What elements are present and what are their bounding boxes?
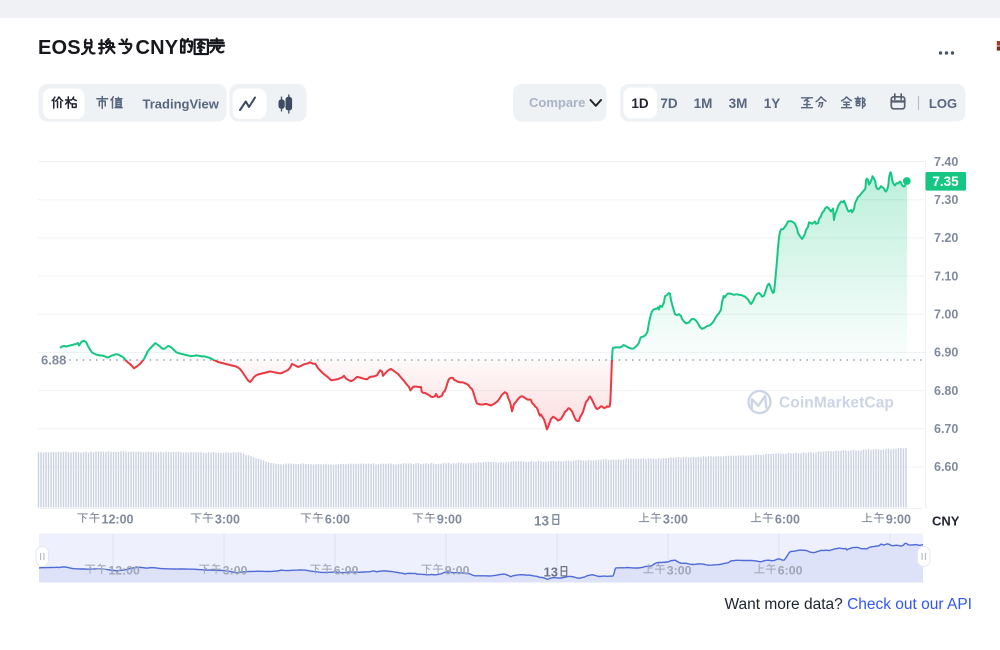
svg-text:LOG: LOG (929, 96, 957, 111)
svg-text:3:00: 3:00 (663, 513, 688, 527)
svg-text:7.30: 7.30 (934, 193, 958, 207)
svg-text:7.00: 7.00 (934, 308, 958, 322)
svg-text:EOS: EOS (38, 37, 81, 59)
svg-text:9:00: 9:00 (886, 513, 911, 527)
svg-text:CNY: CNY (932, 514, 960, 529)
svg-text:TradingView: TradingView (143, 97, 220, 112)
svg-text:9:00: 9:00 (437, 513, 462, 527)
svg-text:13: 13 (544, 565, 558, 580)
svg-text:7.10: 7.10 (934, 269, 958, 283)
svg-text:12:00: 12:00 (108, 564, 140, 578)
svg-text:7.40: 7.40 (934, 155, 958, 169)
svg-text:7.35: 7.35 (932, 174, 959, 189)
svg-text:3:00: 3:00 (215, 513, 240, 527)
svg-text:6:00: 6:00 (334, 564, 359, 578)
svg-text:6.90: 6.90 (934, 346, 958, 360)
svg-text:6.80: 6.80 (934, 384, 958, 398)
svg-text:6.60: 6.60 (934, 460, 958, 474)
svg-text:1D: 1D (631, 96, 649, 111)
svg-text:1M: 1M (694, 96, 713, 111)
svg-text:Compare w: Compare w (529, 95, 600, 110)
svg-text:7D: 7D (660, 96, 678, 111)
svg-text:CoinMarketCap: CoinMarketCap (779, 395, 894, 412)
svg-text:6:00: 6:00 (775, 513, 800, 527)
svg-text:3M: 3M (729, 96, 748, 111)
svg-text:7.20: 7.20 (934, 231, 958, 245)
svg-text:3:00: 3:00 (223, 564, 248, 578)
svg-text:13: 13 (534, 514, 550, 529)
svg-text:6.88: 6.88 (41, 353, 66, 368)
svg-text:6.70: 6.70 (934, 422, 958, 436)
svg-text:CNY: CNY (136, 37, 179, 59)
svg-text:6:00: 6:00 (325, 513, 350, 527)
svg-text:12:00: 12:00 (102, 513, 134, 527)
svg-text:3:00: 3:00 (667, 564, 692, 578)
svg-text:1Y: 1Y (764, 96, 781, 111)
svg-text:6:00: 6:00 (778, 564, 803, 578)
svg-text:9:00: 9:00 (445, 564, 470, 578)
